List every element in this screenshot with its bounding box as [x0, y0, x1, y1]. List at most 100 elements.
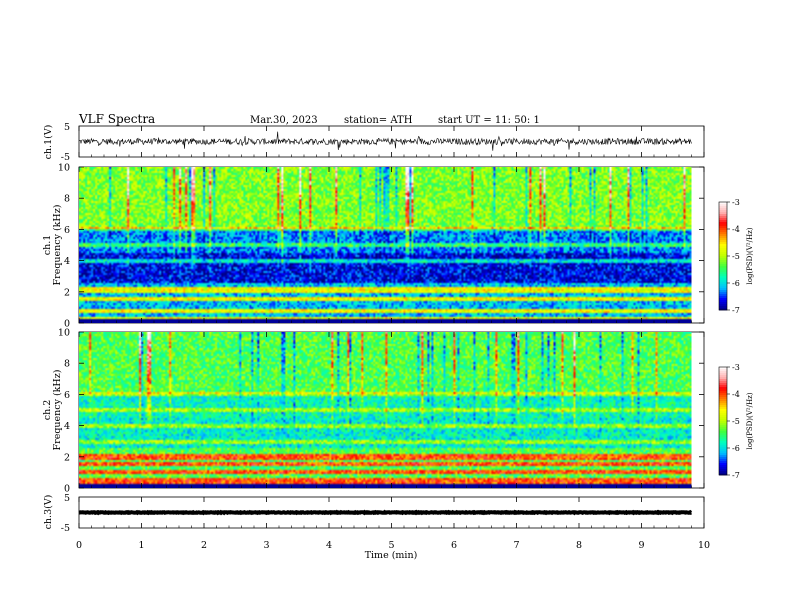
colorbar-segment	[719, 268, 727, 271]
colorbar-segment	[719, 467, 727, 470]
colorbar-segment	[719, 218, 727, 221]
time-tick-label: 6	[451, 540, 457, 551]
colorbar-tick-label: -4	[732, 225, 740, 234]
ch1-ylabel: ch.1(V)	[43, 125, 54, 160]
colorbar-segment	[719, 274, 727, 277]
colorbar-segment	[719, 230, 727, 233]
colorbar-segment	[719, 419, 727, 422]
colorbar-segment	[719, 300, 727, 303]
colorbar-segment	[719, 210, 727, 213]
colorbar-segment	[719, 469, 727, 472]
time-axis-ticks	[78, 126, 705, 528]
colorbar-segment	[719, 276, 727, 279]
colorbar-segment	[719, 461, 727, 464]
colorbar-segment	[719, 252, 727, 255]
colorbar-segment	[719, 401, 727, 404]
colorbar-segment	[719, 399, 727, 402]
time-tick-label: 7	[513, 540, 519, 551]
colorbar-tick-label: -7	[732, 471, 740, 480]
ch1-ytick-top: 5	[64, 122, 70, 133]
colorbar-segment	[719, 234, 727, 237]
colorbar-segment	[719, 240, 727, 243]
colorbar-segment	[719, 264, 727, 267]
colorbar-segment	[719, 429, 727, 432]
ch2-spectrogram-panel: 0 2 4 6 8 10 ch.2 Frequency (kHz)	[42, 328, 705, 495]
station-label: station= ATH	[344, 115, 413, 126]
ch3-ylabel: ch.3(V)	[43, 495, 54, 530]
colorbar-segment	[719, 256, 727, 259]
time-tick-label: 10	[698, 540, 710, 551]
colorbar-segment	[719, 212, 727, 215]
colorbar-segment	[719, 457, 727, 460]
colorbar-tick-label: -3	[732, 198, 740, 207]
colorbar-segment	[719, 463, 727, 466]
colorbar-segment	[719, 369, 727, 372]
colorbar-segment	[719, 232, 727, 235]
colorbar-segment	[719, 228, 727, 231]
time-tick-label: 3	[263, 540, 269, 551]
freq-tick-label: 0	[64, 484, 70, 495]
colorbar-segment	[719, 455, 727, 458]
colorbar-segment	[719, 367, 727, 370]
colorbar-segment	[719, 443, 727, 446]
ch2-spec-ylabel-line1: ch.2	[42, 400, 53, 421]
freq-tick-label: 4	[64, 421, 70, 432]
colorbar-segment	[719, 403, 727, 406]
colorbar-segment	[719, 383, 727, 386]
colorbar-segment	[719, 220, 727, 223]
freq-tick-label: 4	[64, 256, 70, 267]
colorbar-segment	[719, 431, 727, 434]
colorbar-segment	[719, 290, 727, 293]
colorbar-segment	[719, 389, 727, 392]
colorbar-segment	[719, 298, 727, 301]
colorbar-segment	[719, 391, 727, 394]
colorbar-segment	[719, 262, 727, 265]
colorbar-segment	[719, 407, 727, 410]
time-tick-label: 9	[638, 540, 644, 551]
colorbar-segment	[719, 238, 727, 241]
colorbar-segment	[719, 427, 727, 430]
ch3-ytick-top: 5	[64, 493, 70, 504]
colorbar-segment	[719, 379, 727, 382]
colorbar-segment	[719, 449, 727, 452]
colorbar-segment	[719, 445, 727, 448]
ch1-waveform-panel: 5 -5 ch.1(V)	[43, 122, 705, 163]
colorbar-segment	[719, 425, 727, 428]
ch3-ytick-bottom: -5	[61, 523, 70, 534]
colorbar-segment	[719, 242, 727, 245]
ch2-colorbar: -3 -4 -5 -6 -7 log(PSD)(V²/Hz)	[718, 363, 754, 480]
colorbar-segment	[719, 206, 727, 209]
colorbar-segment	[719, 417, 727, 420]
ch3-waveform-panel: 5 -5 ch.3(V)	[43, 493, 705, 534]
colorbar-segment	[719, 246, 727, 249]
time-tick-label: 0	[76, 540, 82, 551]
ch1-spectrogram-image	[79, 167, 692, 323]
time-axis-labels: 0 1 2 3 4 5 6 7 8 9 10	[76, 540, 710, 551]
colorbar-segment	[719, 471, 727, 474]
colorbar-segment	[719, 433, 727, 436]
colorbar-segment	[719, 254, 727, 257]
ch1-spec-ylabel-line1: ch.1	[42, 235, 53, 256]
colorbar-segment	[719, 373, 727, 376]
colorbar-segment	[719, 208, 727, 211]
colorbar-segment	[719, 413, 727, 416]
time-tick-label: 1	[138, 540, 144, 551]
colorbar-segment	[719, 258, 727, 261]
time-tick-label: 5	[388, 540, 394, 551]
freq-tick-label: 6	[64, 225, 70, 236]
freq-tick-label: 2	[64, 287, 70, 298]
colorbar-segment	[719, 286, 727, 289]
start-ut-label: start UT = 11: 50: 1	[438, 115, 540, 126]
freq-tick-label: 10	[58, 163, 70, 174]
colorbar-segment	[719, 302, 727, 305]
colorbar-segment	[719, 284, 727, 287]
colorbar-segment	[719, 405, 727, 408]
colorbar-segment	[719, 278, 727, 281]
colorbar-segment	[719, 250, 727, 253]
colorbar-segment	[719, 473, 727, 476]
ch1-colorbar: -3 -4 -5 -6 -7 log(PSD)(V²/Hz)	[718, 198, 754, 315]
time-tick-label: 2	[201, 540, 207, 551]
time-tick-label: 4	[326, 540, 332, 551]
freq-tick-label: 10	[58, 328, 70, 339]
